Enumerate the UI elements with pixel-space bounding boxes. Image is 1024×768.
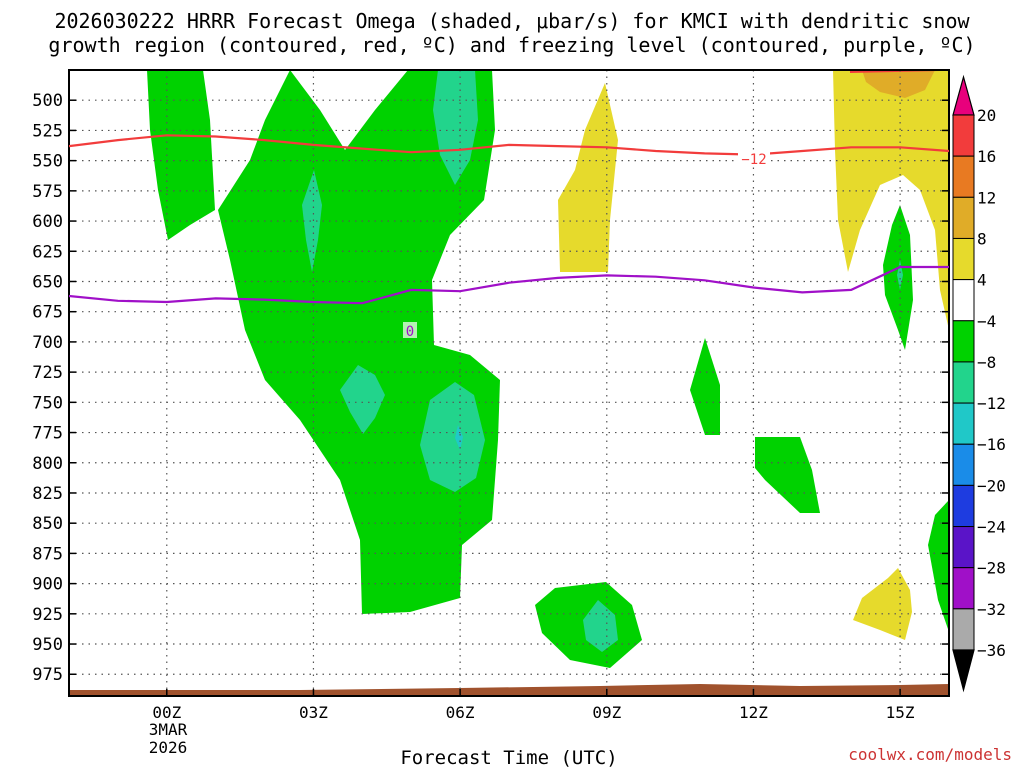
y-tick-label: 575 [32,182,63,202]
contours [69,134,949,305]
colorbar-label: −20 [977,476,1006,495]
omega-region-teal [420,382,485,492]
y-tick-label: 750 [32,393,63,413]
colorbar-swatch [952,402,975,445]
y-axis-labels: 500 525 550 575 600 625 650 675 700 725 750 775 800 8… [32,91,949,685]
colorbar-label: −24 [977,518,1006,537]
colorbar-label: 16 [977,147,996,166]
colorbar-label: −4 [977,312,996,331]
colorbar-swatch [952,484,975,528]
colorbar-swatch [952,443,975,486]
y-tick-label: 900 [32,575,63,595]
y-tick-label: 825 [32,484,63,504]
y-tick-label: 925 [32,605,63,625]
y-tick-label: 975 [32,665,63,685]
y-tick-label: 800 [32,454,63,474]
omega-region-yellow [853,568,912,640]
y-tick-label: 875 [32,544,63,564]
omega-region-cyan [455,425,463,450]
x-tick-label: 09Z [592,703,621,722]
y-tick-label: 550 [32,152,63,172]
chart-title-line1: 2026030222 HRRR Forecast Omega (shaded, … [54,9,970,33]
x-tick-label: 00Z [152,703,181,722]
colorbar-label: −36 [977,641,1006,660]
y-tick-label: 950 [32,635,63,655]
dgz-contour-label: −12 [741,152,766,168]
colorbar-label: −32 [977,600,1006,619]
x-tick-label: 06Z [446,703,475,722]
colorbar-swatch [952,608,975,651]
colorbar: 20 16 12 8 4 −4 −8 −12 −16 −20 −24 −28 −32 −36 [952,74,1006,693]
freezing-level-line [69,265,949,305]
y-tick-label: 500 [32,91,63,111]
colorbar-label: 8 [977,229,987,248]
x-tick-label: 03Z [299,703,328,722]
omega-region-orange [862,70,935,98]
x-tick-label: 15Z [886,703,915,722]
colorbar-swatch [952,155,975,198]
colorbar-top-arrow [952,74,975,116]
plot-frame [68,69,950,697]
omega-region-green [928,500,949,632]
colorbar-label: −12 [977,394,1006,413]
omega-region-teal [340,365,385,434]
colorbar-label: 20 [977,106,996,125]
colorbar-swatch [952,237,975,281]
omega-region-teal [302,170,322,272]
omega-shading [147,70,949,668]
date-label-line1: 3MAR [149,720,188,739]
freezing-level-label: 0 [406,324,414,340]
colorbar-label: 12 [977,188,996,207]
y-tick-label: 775 [32,424,63,444]
colorbar-swatch [952,526,975,569]
y-tick-label: 600 [32,212,63,232]
y-tick-label: 525 [32,121,63,141]
dgz-contour-line [69,134,949,156]
colorbar-bottom-arrow [952,649,975,693]
terrain-ground [69,684,949,696]
colorbar-swatch [952,567,975,610]
date-label-line2: 2026 [149,738,188,757]
omega-region-green [690,338,720,435]
y-tick-label: 675 [32,303,63,323]
colorbar-label: −16 [977,435,1006,454]
dgz-label-bg [738,151,770,167]
colorbar-swatch [952,114,975,157]
x-axis-labels: 00Z 03Z 06Z 09Z 12Z 15Z [152,689,915,722]
grid [69,70,949,696]
y-tick-label: 725 [32,363,63,383]
chart-title-line2: growth region (contoured, red, ºC) and f… [48,33,975,57]
omega-region-teal [583,600,618,652]
y-tick-label: 700 [32,333,63,353]
watermark: coolwx.com/models [848,745,1012,764]
omega-region-green [147,70,215,240]
omega-region-teal [433,70,478,185]
colorbar-label: 4 [977,271,987,290]
colorbar-swatch [952,361,975,404]
y-tick-label: 625 [32,242,63,262]
x-axis-title: Forecast Time (UTC) [400,747,617,768]
y-tick-label: 850 [32,514,63,534]
colorbar-swatch [952,196,975,239]
colorbar-swatch [952,279,975,322]
omega-region-yellow [558,83,618,272]
colorbar-label: −28 [977,559,1006,578]
x-tick-label: 12Z [739,703,768,722]
frz-label-bg [403,322,417,338]
omega-region-yellow [833,70,949,330]
colorbar-swatch [952,320,975,363]
colorbar-label: −8 [977,353,996,372]
omega-region-green [755,437,820,513]
y-tick-label: 650 [32,272,63,292]
